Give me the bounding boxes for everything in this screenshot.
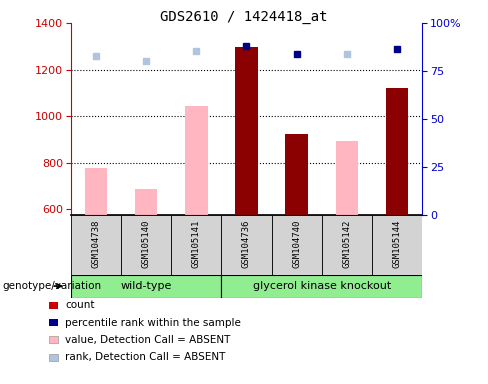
Text: GSM104736: GSM104736	[242, 220, 251, 268]
Bar	[121, 215, 171, 275]
Text: GSM105144: GSM105144	[392, 220, 402, 268]
Text: genotype/variation: genotype/variation	[2, 281, 102, 291]
Bar	[271, 215, 322, 275]
Bar	[222, 215, 271, 275]
Text: count: count	[65, 300, 94, 310]
Bar	[285, 134, 308, 215]
Text: rank, Detection Call = ABSENT: rank, Detection Call = ABSENT	[65, 352, 225, 362]
Text: GDS2610 / 1424418_at: GDS2610 / 1424418_at	[160, 10, 328, 23]
Text: glycerol kinase knockout: glycerol kinase knockout	[253, 281, 391, 291]
Bar	[386, 88, 408, 215]
Bar	[235, 48, 258, 215]
Text: GSM104738: GSM104738	[91, 220, 101, 268]
Bar	[372, 215, 422, 275]
Bar	[185, 106, 207, 215]
Text: GSM105142: GSM105142	[342, 220, 351, 268]
Bar	[71, 215, 121, 275]
Bar	[222, 275, 422, 298]
Text: percentile rank within the sample: percentile rank within the sample	[65, 318, 241, 328]
Text: wild-type: wild-type	[121, 281, 172, 291]
Text: GSM105140: GSM105140	[142, 220, 151, 268]
Bar	[71, 275, 222, 298]
Text: GSM104740: GSM104740	[292, 220, 301, 268]
Bar	[322, 215, 372, 275]
Text: value, Detection Call = ABSENT: value, Detection Call = ABSENT	[65, 335, 230, 345]
Bar	[171, 215, 222, 275]
Bar	[336, 141, 358, 215]
Text: GSM105141: GSM105141	[192, 220, 201, 268]
Bar	[84, 169, 107, 215]
Bar	[135, 189, 157, 215]
